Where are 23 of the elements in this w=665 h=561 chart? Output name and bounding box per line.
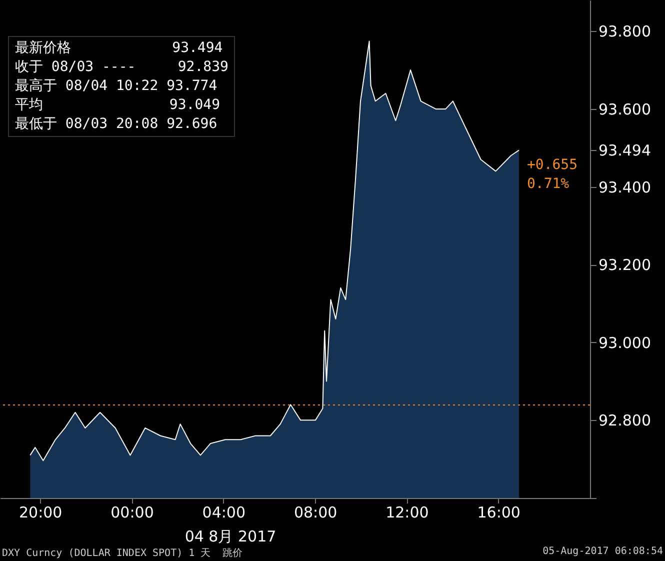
y-tick-label: 93.800: [598, 22, 651, 41]
annotation: 最低于 08/03 20:08 92.696: [15, 116, 218, 132]
x-axis-title: 04 8月 2017: [184, 528, 276, 546]
y-tick-label: 93.600: [598, 100, 651, 118]
annotation: 最高于 08/04 10:22 93.774: [15, 78, 218, 94]
y-tick-label: 93.000: [598, 334, 651, 352]
y-tick-label: 93.200: [598, 256, 651, 274]
text: 05-Aug-2017 06:08:54: [542, 546, 663, 557]
x-tick-label: 00:00: [110, 504, 154, 522]
annotation: 收于 08/03 ---- 92.839: [15, 59, 228, 75]
y-tick-label: 93.494: [598, 142, 651, 160]
x-tick-label: 16:00: [477, 504, 520, 522]
annotation: +0.655: [526, 157, 578, 174]
y-tick-label: 93.400: [598, 178, 651, 196]
x-tick-label: 20:00: [18, 504, 62, 522]
annotation: 最新价格 93.494: [15, 40, 223, 56]
annotation: 0.71%: [526, 176, 570, 192]
annotation: 平均 93.049: [15, 97, 220, 113]
text: DXY Curncy (DOLLAR INDEX SPOT) 1 天 跳价: [2, 546, 243, 560]
x-tick-label: 04:00: [202, 504, 246, 522]
x-tick-label: 08:00: [294, 504, 338, 522]
y-tick-label: 92.800: [598, 412, 651, 430]
x-tick-label: 12:00: [386, 504, 429, 522]
